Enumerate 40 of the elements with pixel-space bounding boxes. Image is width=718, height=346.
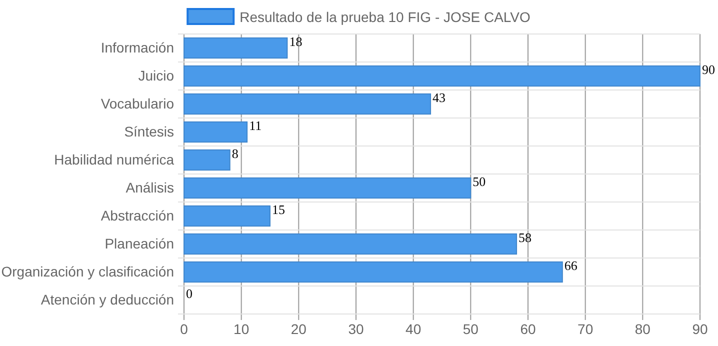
y-tick-label: Información — [100, 39, 174, 56]
y-tick-label: Atención y deducción — [40, 291, 174, 308]
y-tick-label: Análisis — [126, 179, 174, 196]
y-tick-label: Organización y clasificación — [1, 263, 174, 280]
x-tick-label: 70 — [578, 320, 594, 337]
x-tick-label: 30 — [348, 320, 364, 337]
data-label: 58 — [518, 230, 532, 245]
bar — [184, 121, 248, 143]
bar — [184, 261, 563, 283]
data-label: 11 — [249, 118, 262, 133]
data-label: 18 — [289, 34, 302, 49]
data-label: 50 — [472, 174, 486, 189]
y-tick-label: Juicio — [138, 67, 174, 84]
x-tick-label: 60 — [520, 320, 536, 337]
x-tick-label: 50 — [462, 320, 479, 337]
bar — [184, 205, 270, 227]
x-tick-label: 80 — [634, 320, 651, 337]
y-tick-label: Planeación — [104, 235, 174, 252]
x-tick-label: 10 — [234, 320, 250, 337]
y-tick-label: Abstracción — [100, 207, 174, 224]
y-tick-label: Habilidad numérica — [54, 151, 174, 168]
y-tick-label: Vocabulario — [100, 95, 174, 112]
x-tick-label: 0 — [180, 320, 188, 337]
bar — [184, 149, 230, 171]
bar — [184, 65, 700, 87]
bar — [184, 233, 518, 255]
bar — [184, 37, 288, 59]
bar — [184, 177, 472, 199]
y-tick-label: Síntesis — [124, 123, 174, 140]
bar — [184, 93, 432, 115]
data-label: 15 — [272, 202, 285, 217]
x-tick-label: 90 — [692, 320, 708, 337]
data-label: 66 — [564, 258, 578, 273]
x-tick-label: 20 — [290, 320, 307, 337]
data-label: 0 — [186, 286, 192, 301]
x-tick-label: 40 — [406, 320, 422, 337]
data-label: 90 — [702, 62, 715, 77]
data-label: 43 — [432, 90, 446, 105]
legend-label: Resultado de la prueba 10 FIG - JOSE CALVO — [240, 9, 530, 25]
data-label: 8 — [232, 146, 238, 161]
